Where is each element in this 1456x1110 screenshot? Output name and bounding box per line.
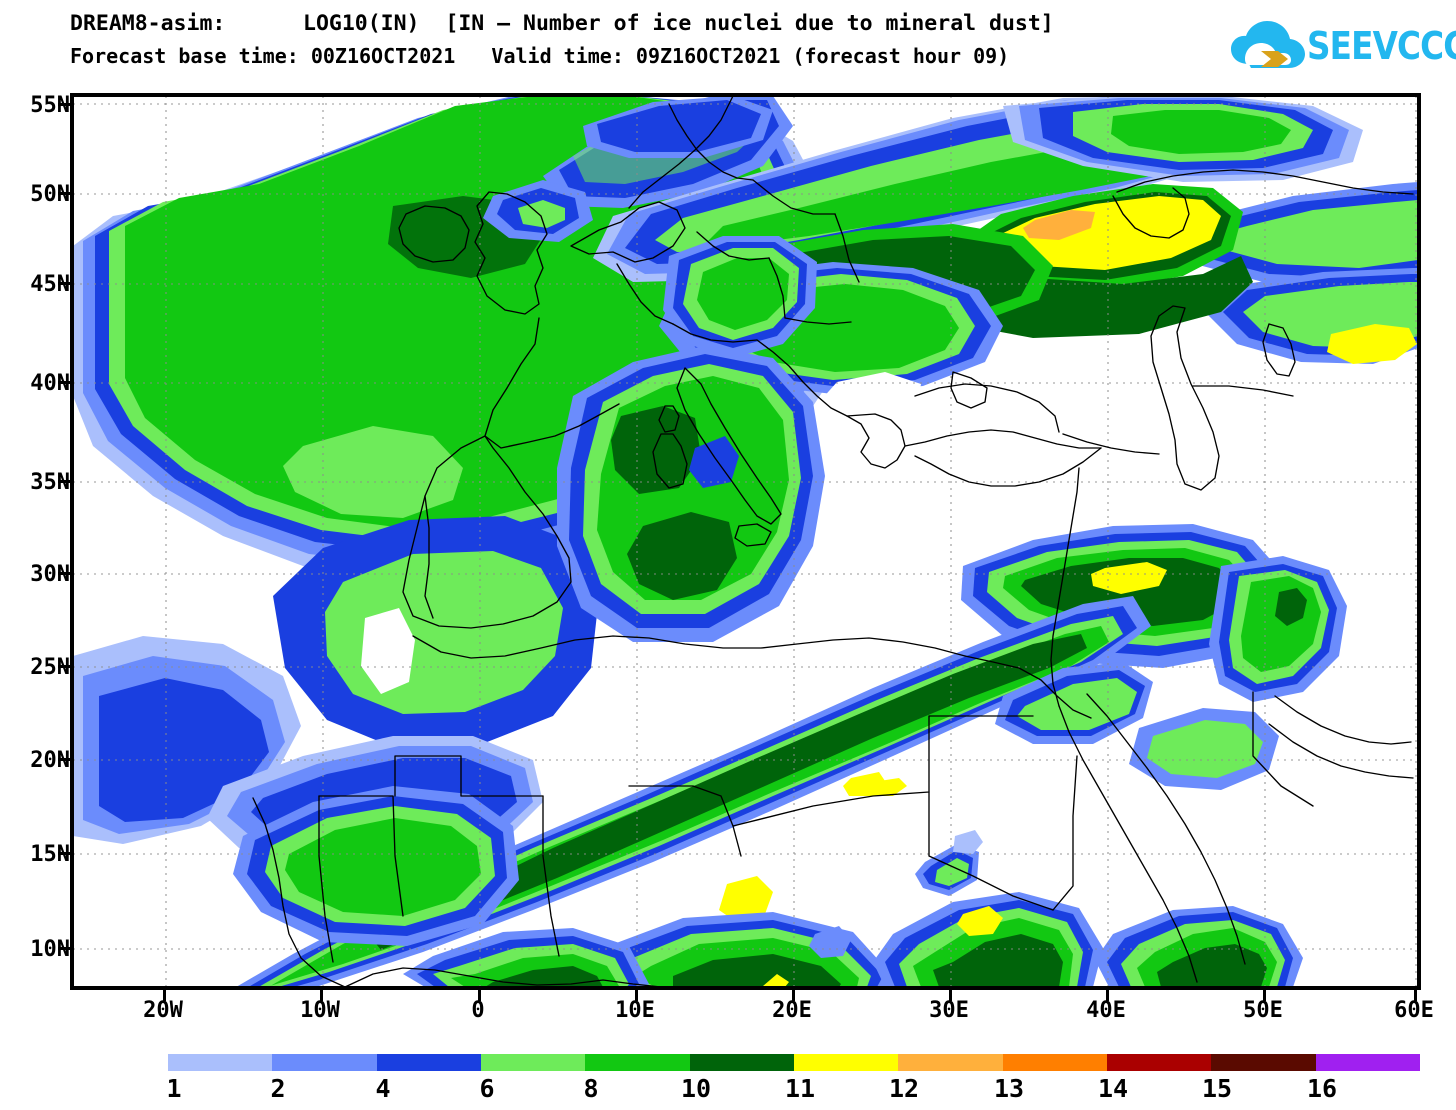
x-tick-label: 10W bbox=[300, 998, 340, 1023]
x-tick-label: 10E bbox=[615, 998, 655, 1023]
x-tick-label: 40E bbox=[1086, 998, 1126, 1023]
x-tick-label: 30E bbox=[929, 998, 969, 1023]
seevccc-logo: SEEVCCC bbox=[1231, 18, 1456, 76]
colorbar-swatch-15 bbox=[1211, 1054, 1316, 1071]
colorbar-label: 14 bbox=[1097, 1074, 1129, 1103]
logo-wordmark: SEEVCCC bbox=[1307, 24, 1456, 68]
x-tick-label: 20E bbox=[772, 998, 812, 1023]
dust-contour-field bbox=[73, 96, 1418, 987]
x-tick-label: 60E bbox=[1394, 998, 1434, 1023]
header-time-line: Forecast base time: 00Z16OCT2021 Valid t… bbox=[70, 44, 1010, 68]
region-eurasia-belt bbox=[583, 96, 1418, 364]
x-tick-label: 20W bbox=[143, 998, 183, 1023]
colorbar-label: 2 bbox=[270, 1074, 286, 1103]
colorbar-swatch-2 bbox=[272, 1054, 377, 1071]
colorbar-swatch-12 bbox=[898, 1054, 1003, 1071]
coastlines bbox=[252, 96, 1414, 987]
colorbar-label: 15 bbox=[1201, 1074, 1233, 1103]
colorbar-swatch-6 bbox=[480, 1054, 586, 1071]
x-tick-label: 0 bbox=[471, 998, 485, 1023]
region-caspian-aral-core bbox=[913, 184, 1417, 364]
region-sahara-plume bbox=[233, 596, 1151, 987]
colorbar-label: 13 bbox=[993, 1074, 1025, 1103]
colorbar-label: 16 bbox=[1306, 1074, 1338, 1103]
colorbar-label: 1 bbox=[166, 1074, 182, 1103]
header-title-line: DREAM8-asim: LOG10(IN) [IN — Number of i… bbox=[70, 11, 1054, 36]
colorbar-swatch-10 bbox=[689, 1054, 794, 1071]
colorbar-label: 12 bbox=[888, 1074, 920, 1103]
colorbar-label: 11 bbox=[784, 1074, 816, 1103]
colorbar-label: 8 bbox=[583, 1074, 599, 1103]
x-tick-label: 50E bbox=[1243, 998, 1283, 1023]
colorbar-label: 4 bbox=[375, 1074, 391, 1103]
colorbar bbox=[168, 1054, 1420, 1071]
colorbar-swatch-16 bbox=[1315, 1054, 1420, 1071]
colorbar-swatch-1 bbox=[168, 1054, 273, 1071]
header: DREAM8-asim: LOG10(IN) [IN — Number of i… bbox=[0, 0, 1456, 86]
colorbar-label: 10 bbox=[680, 1074, 712, 1103]
colorbar-swatch-4 bbox=[376, 1054, 481, 1071]
colorbar-swatch-14 bbox=[1106, 1054, 1212, 1071]
forecast-map-plot[interactable] bbox=[70, 93, 1421, 990]
colorbar-swatch-8 bbox=[585, 1054, 690, 1071]
colorbar-swatch-13 bbox=[1002, 1054, 1107, 1071]
region-egypt-libya bbox=[809, 708, 1279, 958]
cloud-icon bbox=[1231, 20, 1305, 72]
colorbar-swatch-11 bbox=[793, 1054, 899, 1071]
region-italy-tunisia bbox=[557, 346, 825, 642]
region-sahel-chad bbox=[403, 892, 1303, 987]
colorbar-label: 6 bbox=[479, 1074, 495, 1103]
